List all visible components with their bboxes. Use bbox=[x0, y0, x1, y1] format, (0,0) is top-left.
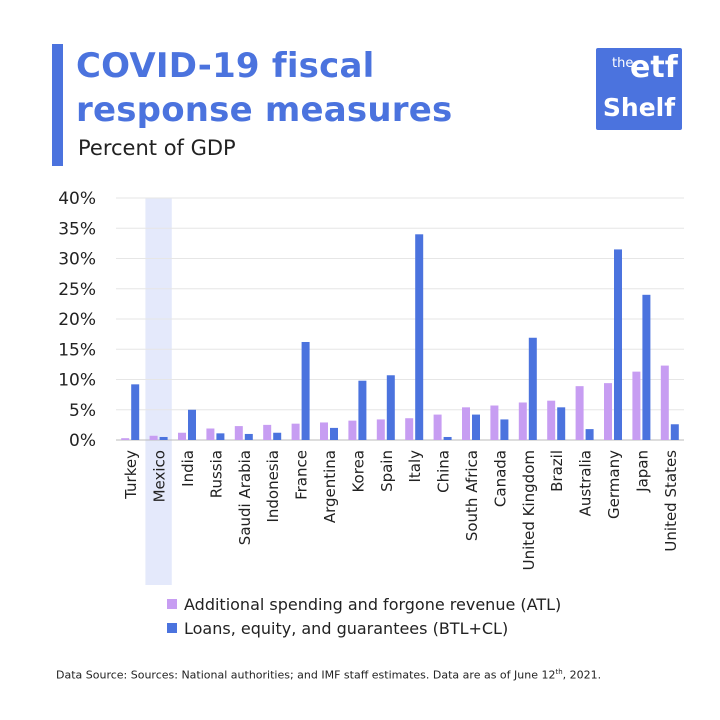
x-tick-label-italy: Italy bbox=[406, 450, 424, 483]
title-line-1: COVID-19 fiscal bbox=[76, 46, 375, 86]
x-tick-label-spain: Spain bbox=[378, 450, 396, 492]
bar-btl-brazil bbox=[557, 407, 566, 440]
bar-btl-mexico bbox=[159, 436, 168, 440]
page-title: COVID-19 fiscal response measures bbox=[76, 44, 452, 132]
bar-atl-canada bbox=[490, 405, 499, 440]
bar-atl-united-states bbox=[660, 365, 669, 440]
x-tick-label-japan: Japan bbox=[633, 450, 651, 493]
x-tick-label-australia: Australia bbox=[577, 450, 595, 516]
title-accent-bar bbox=[52, 44, 63, 166]
y-tick-label: 30% bbox=[58, 250, 96, 270]
bar-atl-italy bbox=[405, 418, 414, 440]
bar-atl-argentina bbox=[320, 422, 328, 440]
y-tick-label: 0% bbox=[69, 431, 96, 451]
bar-atl-korea bbox=[348, 420, 357, 440]
y-tick-label: 25% bbox=[58, 280, 96, 300]
legend-swatch-atl bbox=[167, 599, 177, 609]
x-tick-label-indonesia: Indonesia bbox=[264, 450, 282, 523]
bar-atl-united-kingdom bbox=[518, 402, 527, 440]
x-tick-label-turkey: Turkey bbox=[122, 450, 140, 500]
x-tick-label-united-states: United States bbox=[662, 450, 680, 552]
x-tick-label-mexico: Mexico bbox=[151, 450, 169, 502]
x-tick-label-argentina: Argentina bbox=[321, 450, 339, 523]
chart-legend: Additional spending and forgone revenue … bbox=[167, 592, 561, 640]
bar-btl-japan bbox=[642, 294, 651, 440]
x-tick-label-south-africa: South Africa bbox=[463, 450, 481, 541]
x-tick-label-china: China bbox=[435, 450, 453, 493]
legend-label-btl: Loans, equity, and guarantees (BTL+CL) bbox=[184, 618, 509, 638]
x-tick-label-brazil: Brazil bbox=[548, 450, 566, 492]
bar-atl-australia bbox=[575, 386, 584, 440]
source-text: Data Source: Sources: National authoriti… bbox=[56, 668, 556, 682]
bar-atl-france bbox=[291, 423, 300, 440]
bar-chart: 0% 5% 10% 15% 20% 25% 30% 35% 40% Turkey Mexico Ind… bbox=[58, 189, 684, 585]
logo-etf: etf bbox=[630, 50, 678, 85]
bar-btl-argentina bbox=[330, 427, 338, 440]
x-tick-label-india: India bbox=[179, 450, 197, 487]
etf-shelf-logo: the etf Shelf bbox=[596, 48, 682, 130]
bar-atl-china bbox=[433, 414, 442, 440]
y-tick-label: 35% bbox=[58, 219, 96, 239]
bar-atl-mexico bbox=[149, 435, 158, 440]
x-tick-label-canada: Canada bbox=[491, 450, 509, 507]
bar-atl-turkey bbox=[121, 438, 130, 440]
x-tick-label-germany: Germany bbox=[605, 450, 623, 519]
legend-item-atl: Additional spending and forgone revenue … bbox=[167, 592, 561, 616]
legend-item-btl: Loans, equity, and guarantees (BTL+CL) bbox=[167, 616, 561, 640]
legend-label-atl: Additional spending and forgone revenue … bbox=[184, 594, 562, 614]
logo-shelf: Shelf bbox=[602, 93, 676, 122]
bar-btl-india bbox=[188, 409, 196, 440]
bar-btl-italy bbox=[415, 234, 424, 440]
title-line-2: response measures bbox=[76, 90, 453, 130]
bar-btl-united-states bbox=[670, 424, 679, 440]
bar-btl-france bbox=[301, 341, 310, 440]
bar-btl-indonesia bbox=[273, 432, 282, 440]
bar-btl-turkey bbox=[131, 384, 140, 440]
bar-btl-germany bbox=[614, 249, 622, 440]
bar-btl-russia bbox=[216, 433, 225, 440]
chart-subtitle: Percent of GDP bbox=[78, 136, 236, 160]
bar-btl-saudi-arabia bbox=[244, 433, 253, 440]
legend-swatch-btl bbox=[167, 623, 177, 633]
bar-atl-spain bbox=[376, 419, 385, 440]
y-tick-label: 20% bbox=[58, 310, 96, 330]
bar-btl-united-kingdom bbox=[528, 337, 537, 440]
source-sup: th bbox=[555, 668, 563, 676]
y-tick-label: 15% bbox=[58, 340, 96, 360]
x-tick-label-korea: Korea bbox=[349, 450, 367, 493]
x-tick-label-france: France bbox=[293, 450, 311, 500]
bar-atl-russia bbox=[206, 428, 215, 440]
bar-btl-australia bbox=[585, 429, 594, 440]
y-tick-label: 10% bbox=[58, 371, 96, 391]
bar-btl-south-africa bbox=[472, 414, 480, 440]
source-tail: , 2021. bbox=[562, 668, 602, 682]
bar-atl-germany bbox=[604, 383, 612, 440]
bar-atl-south-africa bbox=[462, 407, 470, 440]
x-tick-label-united-kingdom: United Kingdom bbox=[520, 450, 538, 570]
bar-btl-korea bbox=[358, 380, 367, 440]
bar-atl-indonesia bbox=[263, 424, 272, 440]
y-tick-label: 40% bbox=[58, 189, 96, 209]
bar-atl-saudi-arabia bbox=[234, 426, 243, 440]
y-tick-label: 5% bbox=[69, 401, 96, 421]
x-tick-label-saudi-arabia: Saudi Arabia bbox=[236, 450, 254, 545]
logo-the: the bbox=[612, 56, 634, 71]
bar-btl-spain bbox=[386, 375, 395, 440]
bar-atl-japan bbox=[632, 371, 641, 440]
x-tick-label-russia: Russia bbox=[207, 450, 225, 498]
bar-atl-brazil bbox=[547, 400, 556, 440]
bar-btl-canada bbox=[500, 419, 509, 440]
data-source-note: Data Source: Sources: National authoriti… bbox=[56, 668, 601, 682]
bar-btl-china bbox=[443, 436, 452, 440]
highlight-band-mexico bbox=[145, 198, 172, 585]
bar-atl-india bbox=[178, 432, 186, 440]
